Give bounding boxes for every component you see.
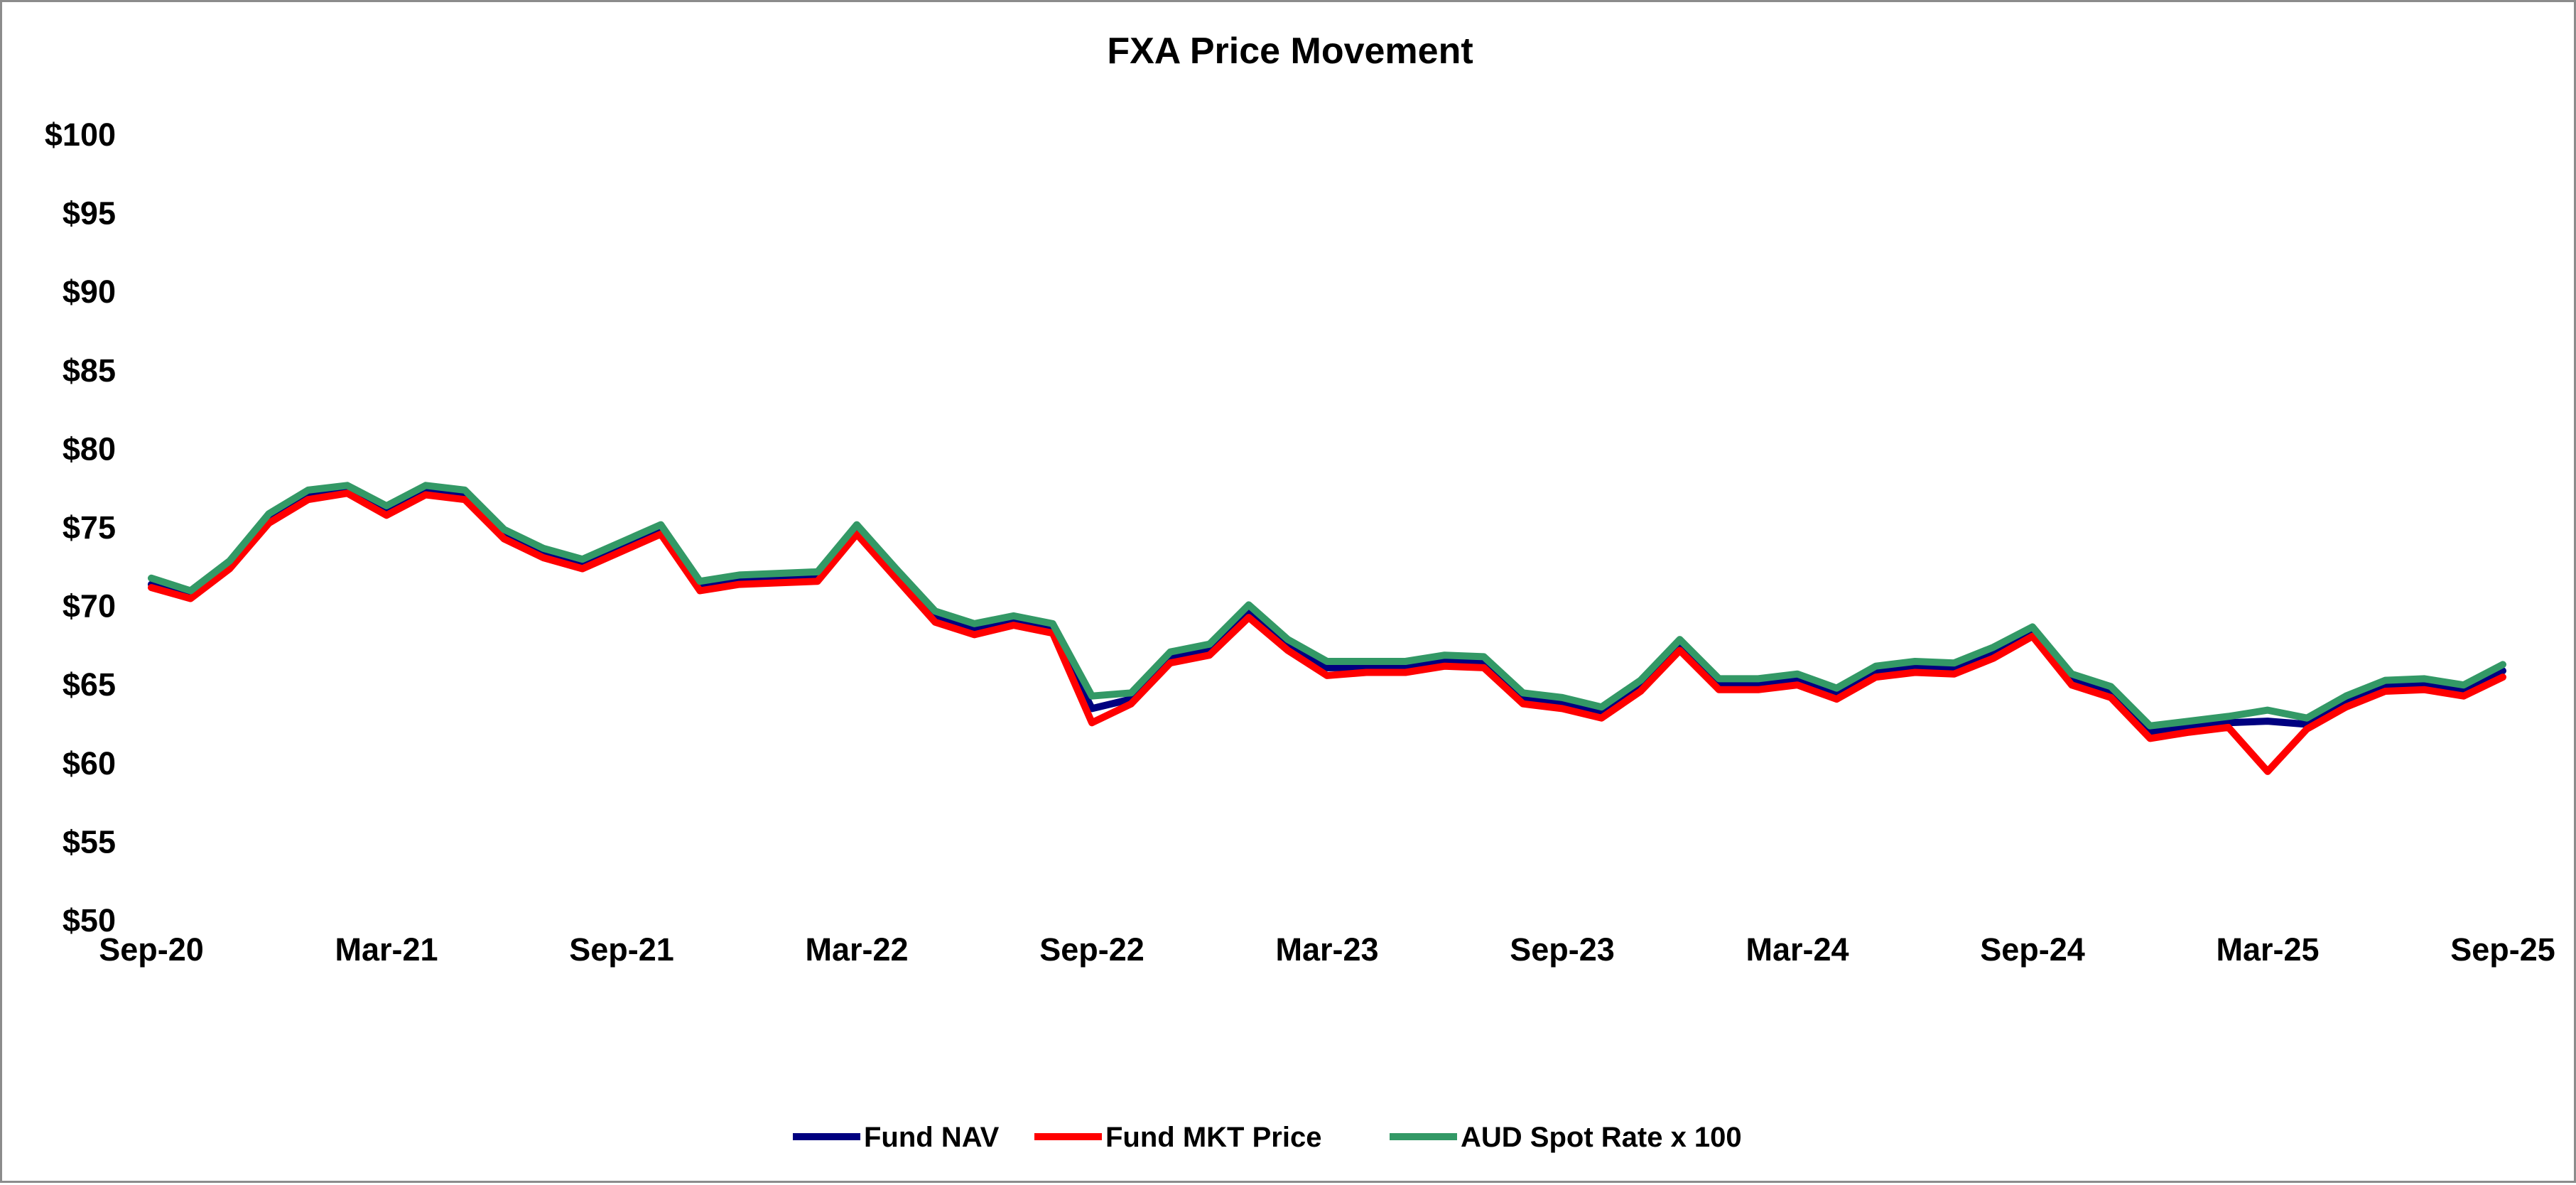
x-tick-label: Sep-23 xyxy=(1510,931,1615,968)
legend-label: Fund NAV xyxy=(864,1122,1000,1153)
series-line-3 xyxy=(148,482,2506,730)
legend: Fund NAV Fund MKT Price AUD Spot Rate x 10… xyxy=(793,1122,1742,1153)
series-line-2 xyxy=(148,489,2506,775)
x-tick-label: Mar-21 xyxy=(335,931,438,968)
legend-item: Fund NAV xyxy=(793,1122,1000,1153)
x-tick-label: Sep-21 xyxy=(569,931,674,968)
x-tick-label: Sep-25 xyxy=(2450,931,2555,968)
x-tick-label: Mar-25 xyxy=(2216,931,2319,968)
x-axis: Sep-20 Mar-21 Sep-21 Mar-22 Sep-22 Mar-23 Sep-… xyxy=(99,931,2555,968)
y-tick-label: $85 xyxy=(63,352,116,389)
y-tick-label: $60 xyxy=(63,745,116,781)
x-tick-label: Sep-24 xyxy=(1980,931,2085,968)
y-tick-label: $100 xyxy=(45,117,116,153)
y-axis: $50 $55 $60 $65 $70 $75 $80 $85 $90 $95 $100 xyxy=(45,117,116,938)
legend-label: Fund MKT Price xyxy=(1105,1122,1321,1153)
y-tick-label: $50 xyxy=(63,902,116,938)
legend-label: AUD Spot Rate x 100 xyxy=(1461,1122,1742,1153)
x-tick-label: Sep-22 xyxy=(1039,931,1144,968)
legend-item: Fund MKT Price xyxy=(1034,1122,1321,1153)
y-tick-label: $70 xyxy=(63,588,116,624)
y-tick-label: $55 xyxy=(63,823,116,860)
x-tick-label: Mar-24 xyxy=(1746,931,1849,968)
x-tick-label: Mar-23 xyxy=(1275,931,1378,968)
y-tick-label: $80 xyxy=(63,431,116,467)
chart-title: FXA Price Movement xyxy=(1107,31,1473,72)
y-tick-label: $90 xyxy=(63,274,116,310)
x-tick-label: Mar-22 xyxy=(805,931,908,968)
y-tick-label: $75 xyxy=(63,509,116,546)
legend-item: AUD Spot Rate x 100 xyxy=(1390,1122,1742,1153)
series-lines xyxy=(148,482,2506,775)
y-tick-label: $95 xyxy=(63,195,116,232)
y-tick-label: $65 xyxy=(63,666,116,703)
x-tick-label: Sep-20 xyxy=(99,931,204,968)
